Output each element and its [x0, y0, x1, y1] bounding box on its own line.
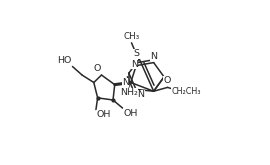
Text: S: S	[133, 49, 139, 58]
Text: O: O	[93, 64, 100, 73]
Text: N: N	[131, 60, 138, 68]
Text: N: N	[137, 90, 144, 99]
Text: HO: HO	[57, 56, 71, 65]
Text: OH: OH	[97, 110, 111, 119]
Text: O: O	[163, 76, 171, 85]
Text: N: N	[150, 52, 157, 61]
Text: OH: OH	[124, 109, 138, 118]
Text: NH₂: NH₂	[120, 88, 138, 97]
Text: CH₂CH₃: CH₂CH₃	[171, 87, 201, 96]
Text: N: N	[122, 78, 129, 87]
Text: CH₃: CH₃	[123, 32, 140, 41]
